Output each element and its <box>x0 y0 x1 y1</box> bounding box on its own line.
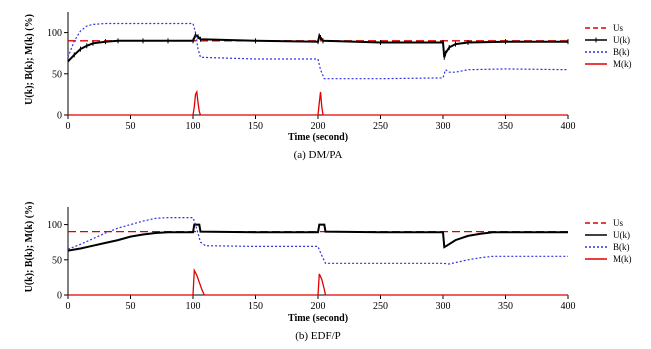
series-line-uk <box>67 223 568 252</box>
x-tick-label: 200 <box>311 121 326 132</box>
y-tick-label: 100 <box>47 220 62 231</box>
x-tick-label: 50 <box>126 301 136 312</box>
legend-label: U(k) <box>613 35 630 45</box>
chart-caption: (a) DM/PA <box>294 149 343 161</box>
x-tick-label: 400 <box>561 121 576 132</box>
legend-label: M(k) <box>613 59 632 69</box>
x-tick-label: 250 <box>373 121 388 132</box>
x-tick-label: 400 <box>561 301 576 312</box>
x-tick-label: 100 <box>186 121 201 132</box>
y-tick-label: 50 <box>52 69 62 80</box>
y-axis-label: U(k); B(k); M(k) (%) <box>24 14 35 105</box>
y-axis-label: U(k); B(k); M(k) (%) <box>24 202 35 293</box>
x-axis-label: Time (second) <box>288 313 348 324</box>
y-tick-label: 0 <box>57 111 62 122</box>
y-tick-label: 100 <box>47 28 62 39</box>
series-line-bk <box>67 22 569 80</box>
legend-label: Us <box>613 218 623 228</box>
x-tick-label: 350 <box>498 121 513 132</box>
legend-label: B(k) <box>613 47 630 57</box>
x-tick-label: 250 <box>373 301 388 312</box>
x-tick-label: 200 <box>311 301 326 312</box>
x-tick-label: 0 <box>66 301 71 312</box>
x-tick-label: 350 <box>498 301 513 312</box>
legend-label: B(k) <box>613 242 630 252</box>
chart-dm-pa: 0 50 100 150 200 250 300 350 400 0 50 100 Time (seco… <box>24 12 632 161</box>
x-tick-label: 50 <box>126 121 136 132</box>
chart-edf-p: 0 50 100 150 200 250 300 350 400 0 50 100 Time (seco… <box>24 202 632 342</box>
x-tick-label: 100 <box>186 301 201 312</box>
legend-label: U(k) <box>613 230 630 240</box>
series-line-mk <box>68 89 568 116</box>
legend-label: M(k) <box>613 254 632 264</box>
x-tick-label: 150 <box>248 121 263 132</box>
series-line-bk <box>67 217 568 265</box>
x-tick-label: 150 <box>248 301 263 312</box>
x-tick-label: 300 <box>436 301 451 312</box>
x-tick-label: 0 <box>66 121 71 132</box>
chart-caption: (b) EDF/P <box>295 330 341 342</box>
y-tick-label: 0 <box>57 291 62 302</box>
x-axis-label: Time (second) <box>288 132 348 143</box>
x-tick-label: 300 <box>436 121 451 132</box>
legend-label: Us <box>613 23 623 33</box>
series-line-mk <box>68 267 568 296</box>
y-tick-label: 50 <box>52 255 62 266</box>
